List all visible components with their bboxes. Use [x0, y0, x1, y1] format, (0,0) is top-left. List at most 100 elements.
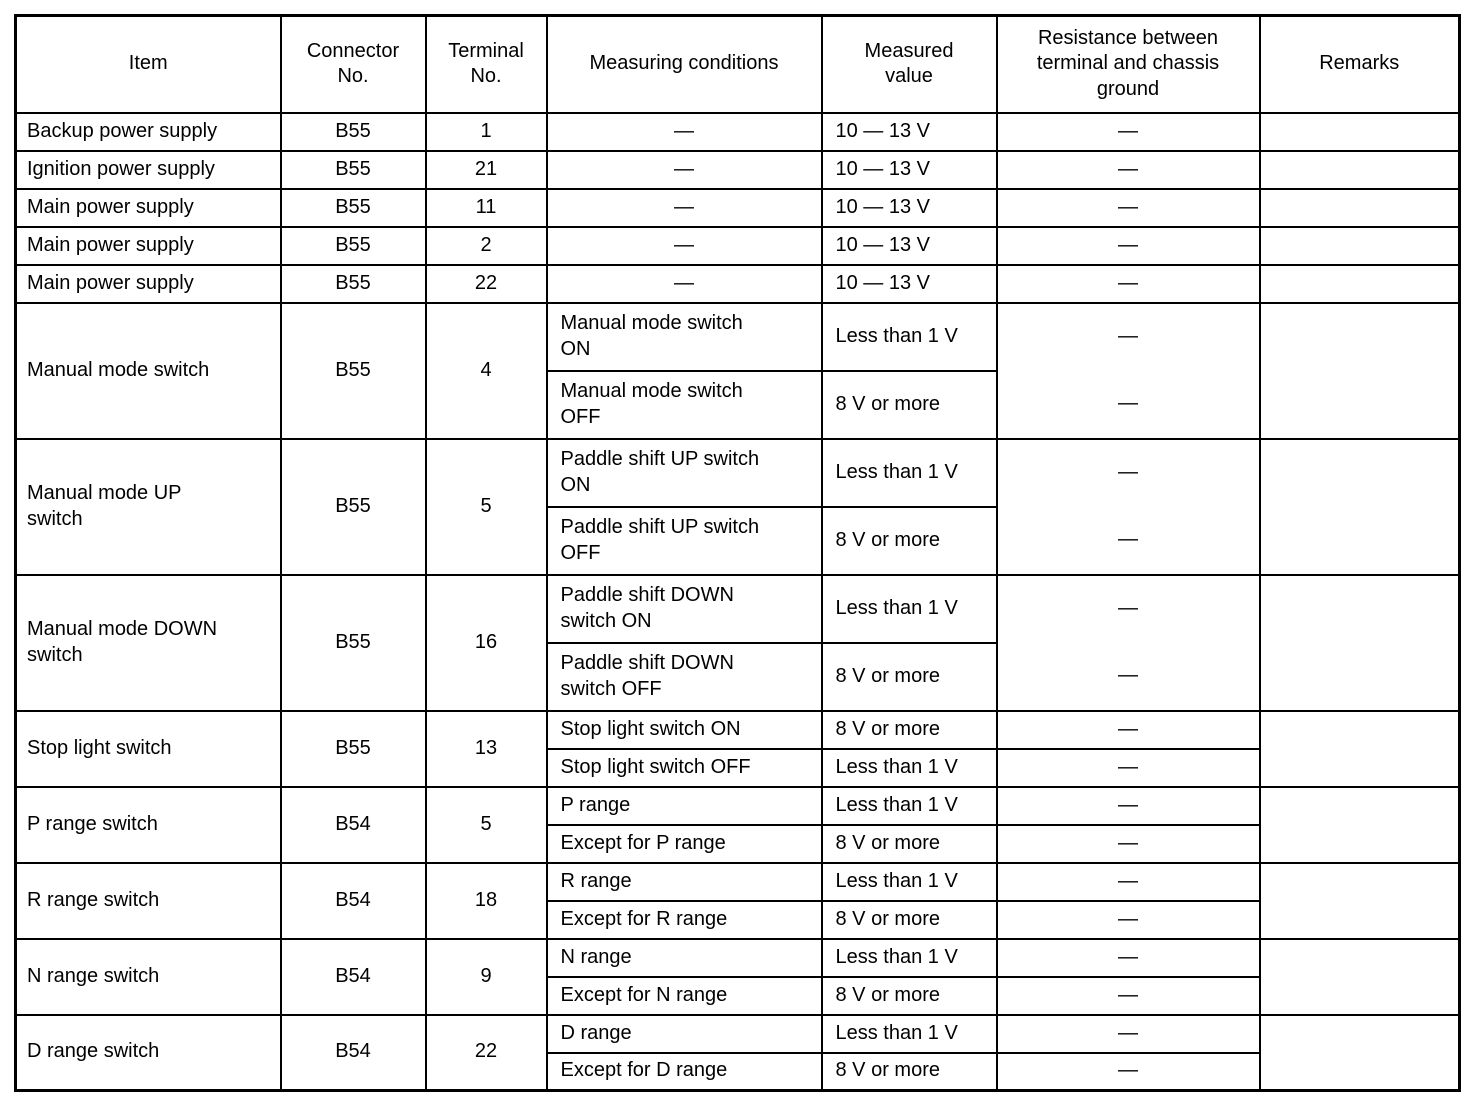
table-row: Except for N range 8 V or more — [16, 975, 1460, 1016]
value-cell: 10 — 13 V [820, 187, 998, 228]
remarks-cell [1258, 937, 1461, 1016]
value-cell: Less than 1 V [820, 573, 998, 644]
value-cell: 8 V or more [820, 975, 998, 1016]
terminal-cell: 1 [424, 111, 548, 152]
resistance-cell: — [995, 506, 1261, 576]
resistance-cell: — [995, 747, 1261, 788]
item-cell: Backup power supply [14, 111, 282, 152]
resistance-cell: — [995, 1051, 1261, 1092]
table-row: Except for P range 8 V or more — [16, 823, 1460, 864]
value-cell: Less than 1 V [820, 1013, 998, 1054]
value-cell: Less than 1 V [820, 785, 998, 826]
table-row: R range switch B54 18 R range Less than 1 V — [14, 861, 1461, 940]
condition-cell: Except for N range [545, 975, 823, 1016]
col-header-terminal-no: Terminal No. [424, 14, 548, 114]
col-header-resistance: Resistance between terminal and chassis … [995, 14, 1261, 114]
resistance-cell: — [995, 709, 1261, 750]
col-header-connector-no: Connector No. [279, 14, 427, 114]
terminal-cell: 4 [424, 301, 548, 440]
value-cell: Less than 1 V [820, 861, 998, 902]
table-row: Main power supply B55 2—10 — 13 V — [14, 225, 1461, 266]
connector-cell: B55 [279, 187, 427, 228]
connector-cell: B55 [279, 709, 427, 788]
condition-cell: Stop light switch OFF [545, 747, 823, 788]
condition-cell: N range [545, 937, 823, 978]
terminal-cell: 2 [424, 225, 548, 266]
table-row: Paddle shift DOWN switch OFF 8 V or more — [16, 641, 1460, 712]
remarks-cell [1258, 187, 1461, 228]
condition-cell: D range [545, 1013, 823, 1054]
connector-cell: B55 [279, 225, 427, 266]
connector-cell: B55 [279, 573, 427, 712]
item-cell: Ignition power supply [14, 149, 282, 190]
resistance-cell: — [995, 111, 1261, 152]
terminal-cell: 22 [424, 263, 548, 304]
resistance-cell: — [995, 642, 1261, 712]
condition-cell: Except for R range [545, 899, 823, 940]
value-cell: 10 — 13 V [820, 149, 998, 190]
condition-cell: Except for D range [545, 1051, 823, 1092]
item-cell: R range switch [14, 861, 282, 940]
item-cell: Main power supply [14, 225, 282, 266]
condition-cell: — [545, 225, 823, 266]
resistance-cell: — [995, 437, 1261, 507]
remarks-cell [1258, 149, 1461, 190]
condition-cell: Manual mode switch ON [545, 301, 823, 372]
table-row: Stop light switch B55 13 Stop light switch … [14, 709, 1461, 788]
item-cell: N range switch [14, 937, 282, 1016]
table-row: Except for R range 8 V or more — [16, 899, 1460, 940]
col-header-remarks: Remarks [1258, 14, 1461, 114]
connector-cell: B55 [279, 149, 427, 190]
terminal-cell: 5 [424, 785, 548, 864]
condition-cell: Paddle shift DOWN switch OFF [545, 641, 823, 712]
resistance-cell: — [995, 1013, 1261, 1054]
terminal-cell: 18 [424, 861, 548, 940]
table-row: D range switch B54 22 D range Less than 1 V — [14, 1013, 1461, 1092]
value-cell: Less than 1 V [820, 301, 998, 372]
condition-cell: Manual mode switch OFF [545, 369, 823, 440]
remarks-cell [1258, 785, 1461, 864]
value-cell: Less than 1 V [820, 747, 998, 788]
item-cell: Main power supply [14, 263, 282, 304]
table-row: Except for D range 8 V or more — [16, 1051, 1460, 1092]
resistance-cell: — [995, 187, 1261, 228]
resistance-cell: — [995, 823, 1261, 864]
condition-cell: P range [545, 785, 823, 826]
connector-cell: B54 [279, 861, 427, 940]
terminal-cell: 9 [424, 937, 548, 1016]
resistance-cell: — [995, 975, 1261, 1016]
table-row: Main power supply B55 11—10 — 13 V — [14, 187, 1461, 228]
item-cell: P range switch [14, 785, 282, 864]
value-cell: 10 — 13 V [820, 225, 998, 266]
condition-cell: R range [545, 861, 823, 902]
item-cell: Stop light switch [14, 709, 282, 788]
resistance-cell: — [995, 899, 1261, 940]
value-cell: 10 — 13 V [820, 263, 998, 304]
remarks-cell [1258, 263, 1461, 304]
condition-cell: Paddle shift UP switch ON [545, 437, 823, 508]
item-cell: Manual mode DOWN switch [14, 573, 282, 712]
item-cell: Manual mode switch [14, 301, 282, 440]
connector-cell: B55 [279, 111, 427, 152]
remarks-cell [1258, 709, 1461, 788]
table-row: Manual mode switch B55 4 Manual mode switch… [14, 301, 1461, 440]
col-header-measured-value: Measured value [820, 14, 998, 114]
item-cell: Manual mode UP switch [14, 437, 282, 576]
condition-cell: — [545, 149, 823, 190]
value-cell: 8 V or more [820, 641, 998, 712]
table-header: Item Connector No. Terminal No. Measurin… [14, 14, 1461, 114]
terminal-cell: 22 [424, 1013, 548, 1092]
value-cell: 8 V or more [820, 1051, 998, 1092]
table-row: Manual mode UP switch B55 5 Paddle shift UP… [14, 437, 1461, 576]
connector-cell: B54 [279, 785, 427, 864]
resistance-cell: — [995, 937, 1261, 978]
resistance-cell: — [995, 149, 1261, 190]
terminal-cell: 11 [424, 187, 548, 228]
condition-cell: — [545, 111, 823, 152]
terminal-cell: 13 [424, 709, 548, 788]
value-cell: 8 V or more [820, 505, 998, 576]
condition-cell: Except for P range [545, 823, 823, 864]
condition-cell: Paddle shift UP switch OFF [545, 505, 823, 576]
value-cell: 8 V or more [820, 369, 998, 440]
